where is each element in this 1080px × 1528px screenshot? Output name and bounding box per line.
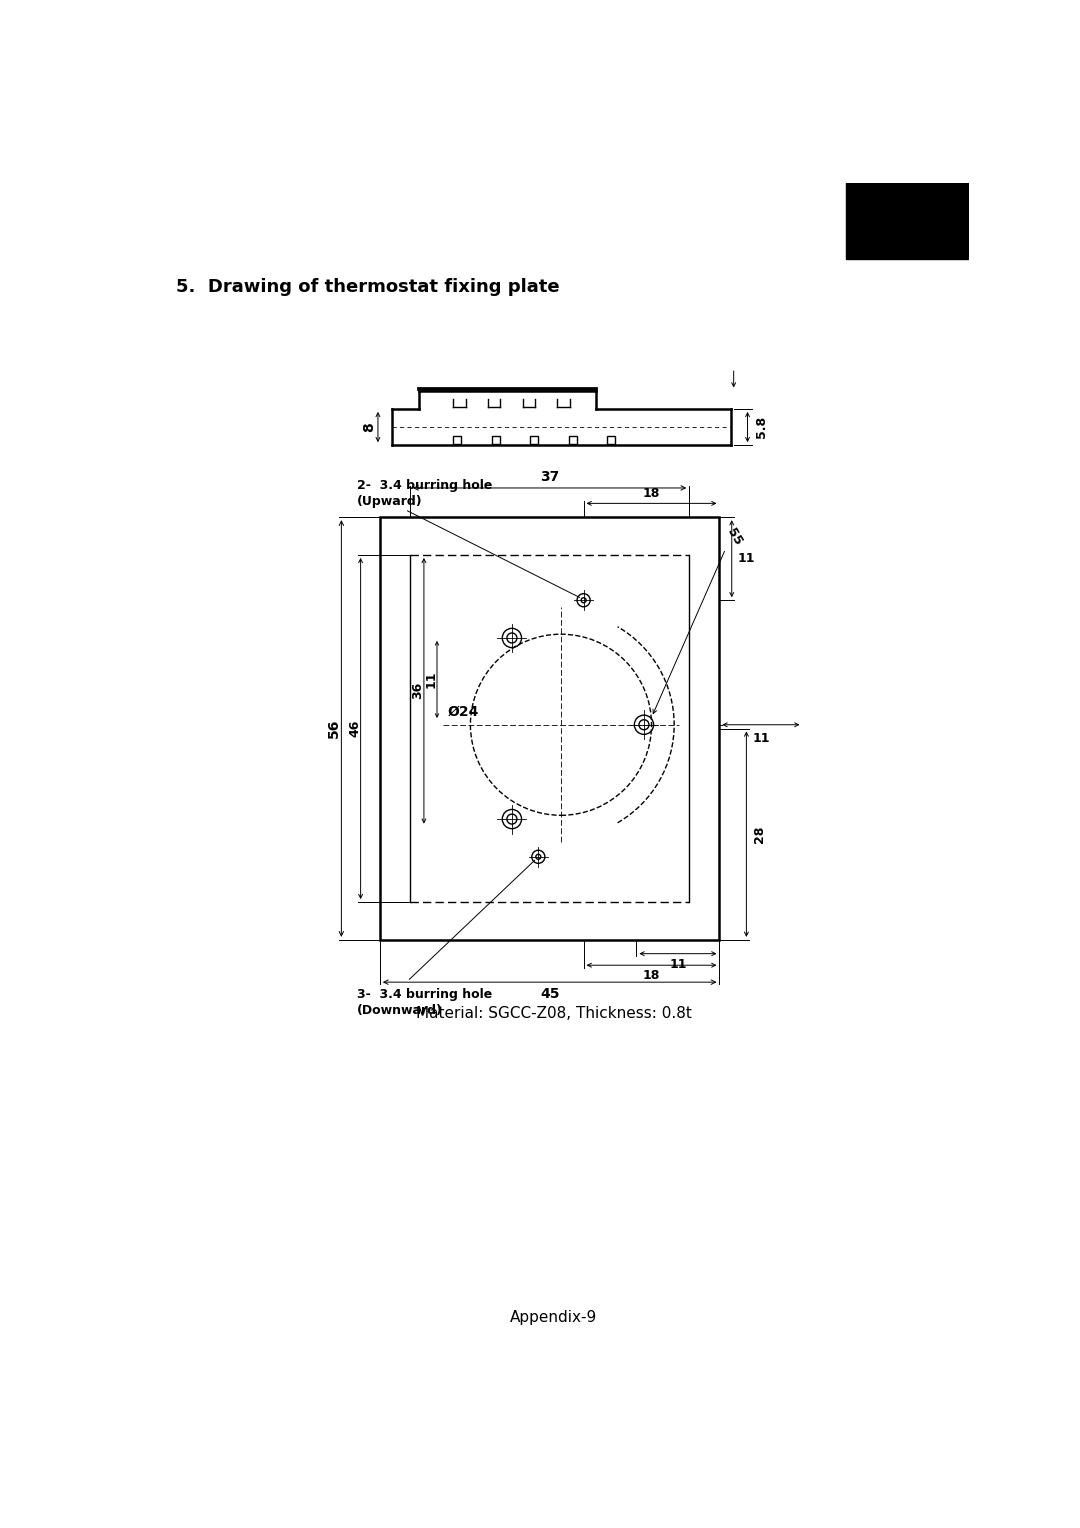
Bar — [530, 435, 538, 443]
Bar — [380, 518, 719, 940]
Text: 11: 11 — [670, 958, 687, 970]
Text: 11: 11 — [424, 671, 437, 688]
Text: 28: 28 — [754, 825, 767, 843]
Bar — [491, 435, 500, 443]
Bar — [607, 435, 616, 443]
Text: 5.  Drawing of thermostat fixing plate: 5. Drawing of thermostat fixing plate — [176, 278, 559, 296]
Text: 11: 11 — [752, 732, 770, 746]
Text: 8: 8 — [362, 422, 376, 432]
Text: Appendix-9: Appendix-9 — [510, 1309, 597, 1325]
Text: 36: 36 — [411, 681, 424, 700]
Text: 56: 56 — [326, 718, 340, 738]
Text: Ø24: Ø24 — [448, 704, 480, 718]
Bar — [846, 182, 969, 258]
Text: 2-  3.4 burring hole
(Upward): 2- 3.4 burring hole (Upward) — [357, 478, 492, 507]
Bar — [569, 435, 577, 443]
Text: 18: 18 — [643, 969, 660, 983]
Text: 37: 37 — [540, 471, 559, 484]
Text: Material: SGCC-Z08, Thickness: 0.8t: Material: SGCC-Z08, Thickness: 0.8t — [416, 1005, 691, 1021]
Bar — [454, 435, 461, 443]
Text: 18: 18 — [643, 487, 660, 500]
Text: 45: 45 — [540, 987, 559, 1001]
Text: 46: 46 — [348, 720, 361, 736]
Text: 55: 55 — [724, 526, 744, 547]
Text: 11: 11 — [738, 552, 755, 565]
Text: 3-  3.4 burring hole
(Downward): 3- 3.4 burring hole (Downward) — [357, 987, 492, 1016]
Text: 5.8: 5.8 — [755, 416, 768, 439]
